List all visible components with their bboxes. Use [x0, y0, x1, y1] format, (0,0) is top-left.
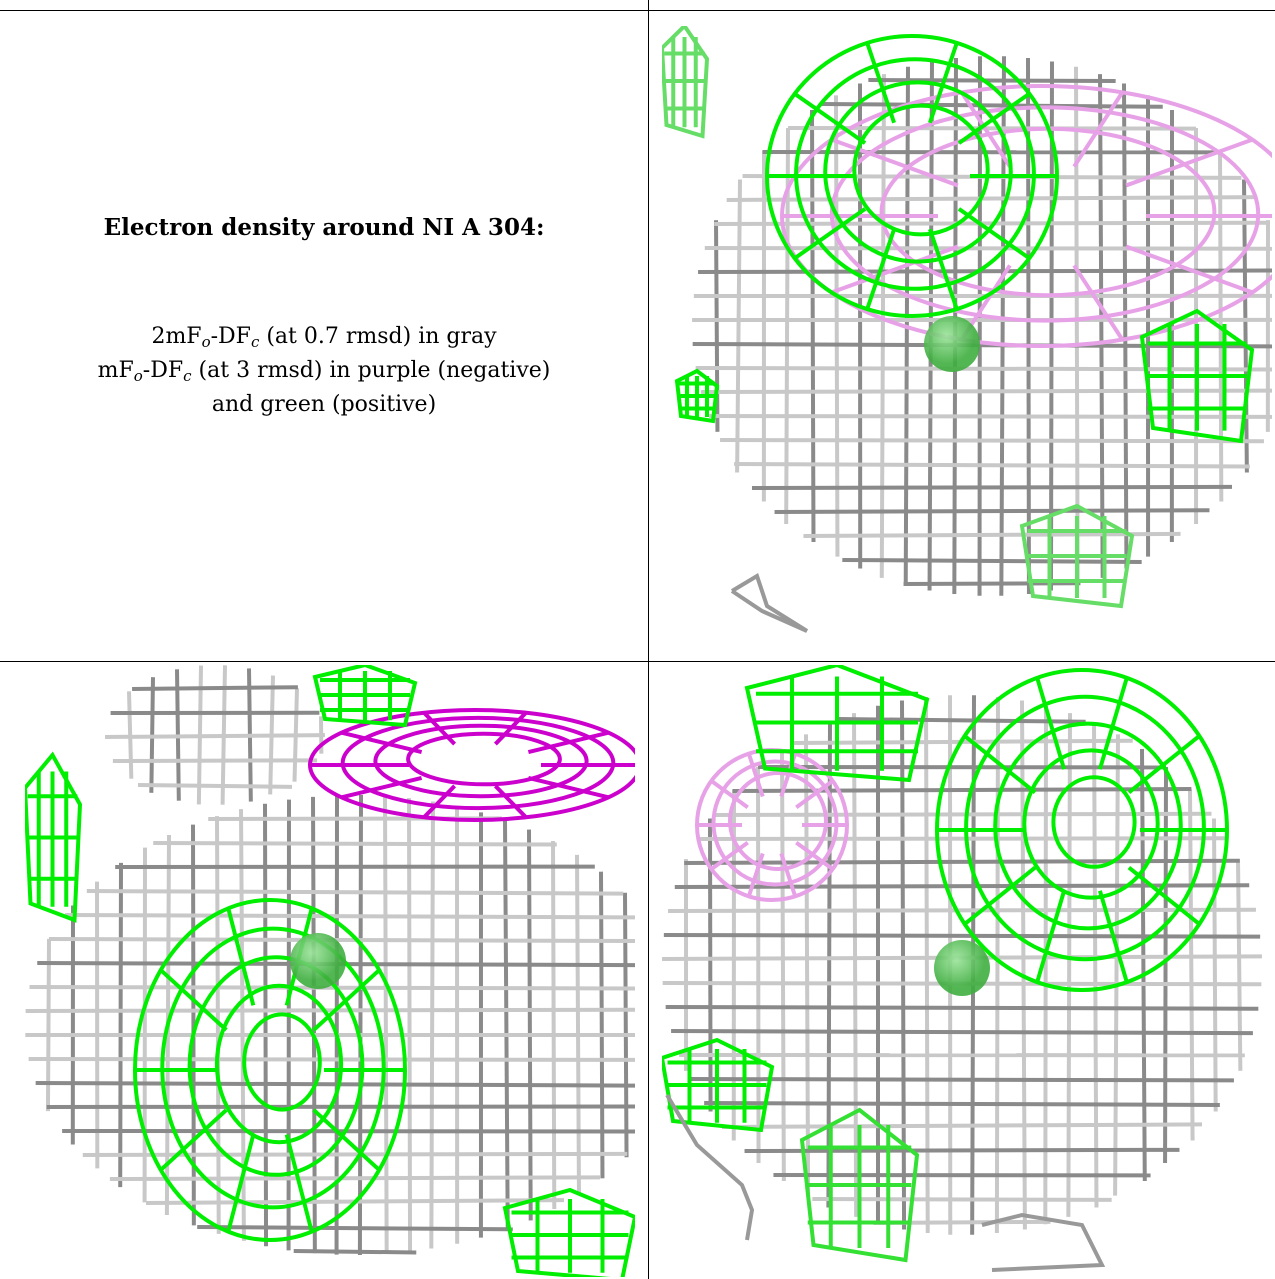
density-mesh-top-right — [662, 26, 1272, 638]
legend-line-difference: mFo-DFc (at 3 rmsd) in purple (negative) — [0, 354, 648, 388]
positive-density-mesh — [937, 670, 1227, 990]
density-view-top-right — [662, 26, 1272, 638]
gray-density-fragment — [732, 576, 807, 631]
center-divider — [648, 0, 649, 1279]
positive-density-fragment — [677, 371, 717, 421]
caption-title: Electron density around NI A 304: — [0, 214, 648, 241]
middle-divider — [0, 661, 1275, 662]
positive-density-cage-bottom — [505, 1190, 635, 1277]
positive-density-edge — [662, 26, 707, 136]
positive-density-cage-lower — [1022, 506, 1132, 606]
density-mesh-bottom-right — [662, 665, 1272, 1277]
density-view-bottom-right — [662, 665, 1272, 1277]
positive-density-cage-bottom — [802, 1110, 917, 1260]
positive-density-cage — [1142, 311, 1252, 441]
legend-line-positive: and green (positive) — [0, 388, 648, 422]
density-mesh-bottom-left — [25, 665, 635, 1277]
legend-line-gray: 2mFo-DFc (at 0.7 rmsd) in gray — [0, 320, 648, 354]
caption-cell: Electron density around NI A 304: 2mFo-D… — [0, 0, 648, 660]
gray-density-mesh-upper — [105, 665, 325, 804]
nickel-atom — [934, 940, 990, 996]
positive-density-mesh — [135, 900, 405, 1240]
nickel-atom — [290, 933, 346, 989]
gray-density-fragment-left — [667, 1095, 752, 1240]
positive-density-edge — [25, 755, 80, 920]
nickel-atom — [924, 316, 980, 372]
caption-legend: 2mFo-DFc (at 0.7 rmsd) in gray mFo-DFc (… — [0, 320, 648, 422]
negative-density-mesh — [310, 710, 635, 820]
density-view-bottom-left — [25, 665, 635, 1277]
